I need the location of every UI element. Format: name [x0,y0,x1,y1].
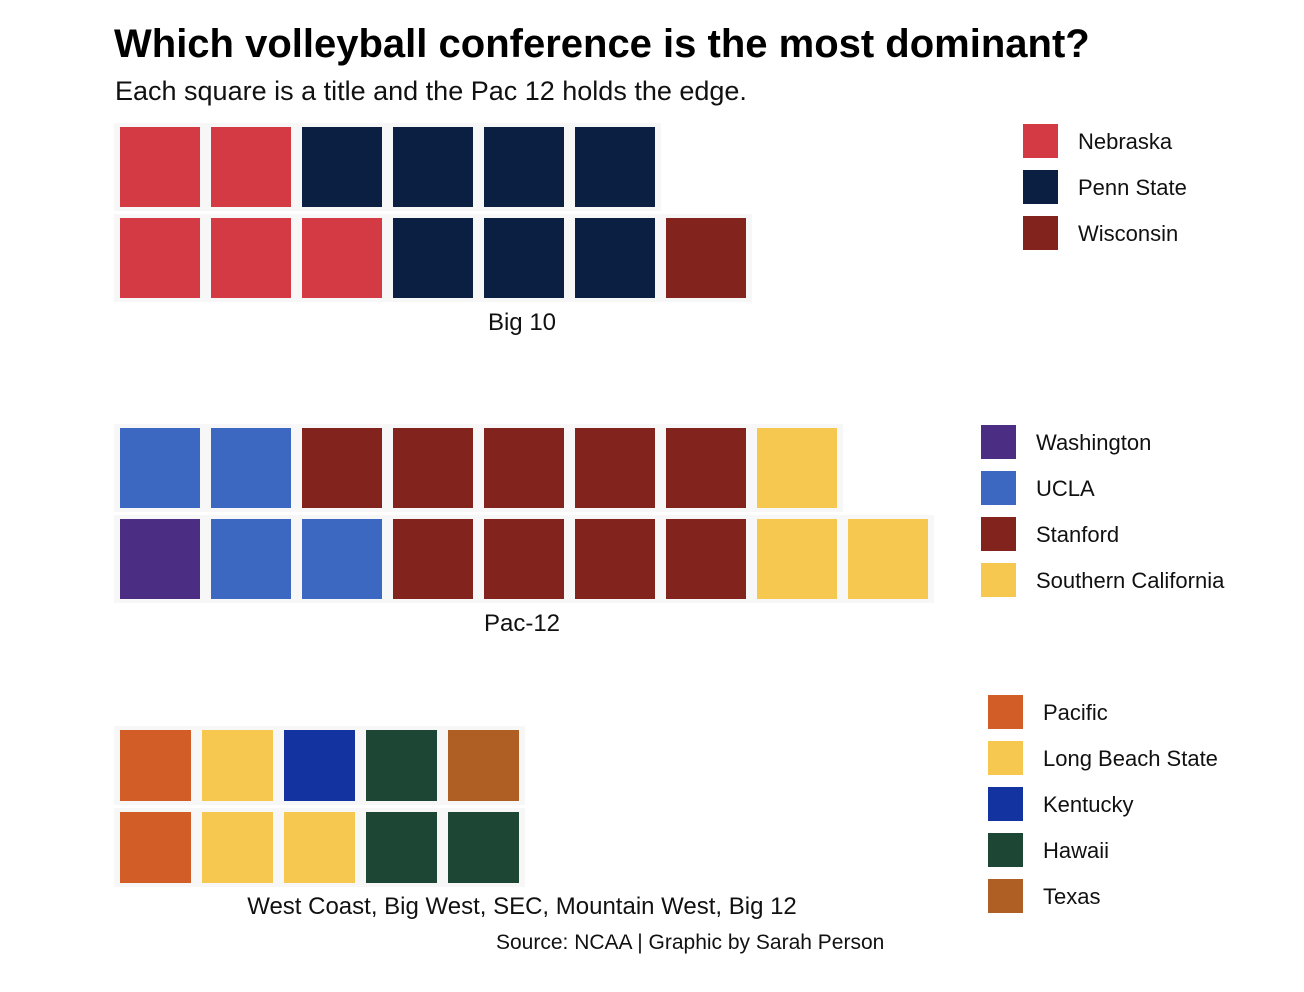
chart-subtitle: Each square is a title and the Pac 12 ho… [115,76,747,106]
waffle-square: Penn State [575,218,655,298]
waffle-square: Southern California [757,519,837,599]
facet-label: Big 10 [488,309,556,336]
waffle-square: Penn State [393,218,473,298]
legend-label: Stanford [1036,522,1119,547]
waffle-square: Nebraska [211,218,291,298]
waffle-square: Penn State [484,127,564,207]
legend-label: Long Beach State [1043,746,1218,771]
legend-swatch [1023,170,1058,204]
waffle-square: Hawaii [448,812,519,883]
waffle-square: Penn State [302,127,382,207]
waffle-square: Nebraska [211,127,291,207]
legend-swatch [988,741,1023,775]
legend: Washington UCLA Stanford Southern Californi… [981,425,1225,597]
waffle-square: Hawaii [366,812,437,883]
source-credit: Source: NCAA | Graphic by Sarah Person [496,931,885,954]
legend-swatch [1023,216,1058,250]
waffle-square: Pacific [120,730,191,801]
waffle-square: Wisconsin [666,218,746,298]
waffle-square: UCLA [211,519,291,599]
waffle-square: UCLA [120,428,200,508]
waffle-square: Stanford [302,428,382,508]
legend: Nebraska Penn State Wisconsin [1023,124,1187,250]
facet-label: Pac-12 [484,610,560,637]
legend-label: Hawaii [1043,838,1109,863]
waffle-square: Penn State [484,218,564,298]
waffle-square: UCLA [302,519,382,599]
waffle-square: Southern California [848,519,928,599]
waffle-square: Stanford [666,428,746,508]
legend-swatch [981,425,1016,459]
waffle-square: Texas [448,730,519,801]
waffle-square: Nebraska [120,127,200,207]
waffle-square: Stanford [393,428,473,508]
legend-label: Wisconsin [1078,221,1178,246]
waffle-square: Southern California [757,428,837,508]
legend-swatch [988,695,1023,729]
legend-label: Texas [1043,884,1100,909]
legend-swatch [988,879,1023,913]
waffle-square: Kentucky [284,730,355,801]
facet-label: West Coast, Big West, SEC, Mountain West… [247,893,797,920]
waffle-square: Stanford [484,519,564,599]
waffle-square: Nebraska [120,218,200,298]
waffle-square: Long Beach State [202,730,273,801]
waffle-square: Penn State [575,127,655,207]
legend-swatch [981,563,1016,597]
waffle-square: Hawaii [366,730,437,801]
legend-swatch [988,787,1023,821]
waffle-square: Stanford [575,519,655,599]
legend-swatch [988,833,1023,867]
legend-label: Kentucky [1043,792,1134,817]
legend-swatch [1023,124,1058,158]
facet-panel: UCLAUCLAStanfordStanfordStanfordStanford… [114,424,934,637]
waffle-square: Long Beach State [202,812,273,883]
waffle-square: Stanford [484,428,564,508]
legend: Pacific Long Beach State Kentucky Hawaii Tex… [988,695,1218,913]
legend-label: Southern California [1036,568,1225,593]
legend-label: Washington [1036,430,1151,455]
panel-row-background [114,123,661,211]
waffle-square: Stanford [393,519,473,599]
legend-label: Nebraska [1078,129,1173,154]
waffle-square: Penn State [393,127,473,207]
waffle-square: Stanford [575,428,655,508]
waffle-square: Pacific [120,812,191,883]
legend-label: Penn State [1078,175,1187,200]
waffle-square: UCLA [211,428,291,508]
chart-title: Which volleyball conference is the most … [114,22,1090,66]
legend-label: Pacific [1043,700,1108,725]
facet-panel: NebraskaNebraskaPenn StatePenn StatePenn… [114,123,752,336]
waffle-square: Nebraska [302,218,382,298]
waffle-square: Long Beach State [284,812,355,883]
waffle-square: Washington [120,519,200,599]
legend-swatch [981,517,1016,551]
legend-swatch [981,471,1016,505]
legend-label: UCLA [1036,476,1095,501]
waffle-square: Stanford [666,519,746,599]
